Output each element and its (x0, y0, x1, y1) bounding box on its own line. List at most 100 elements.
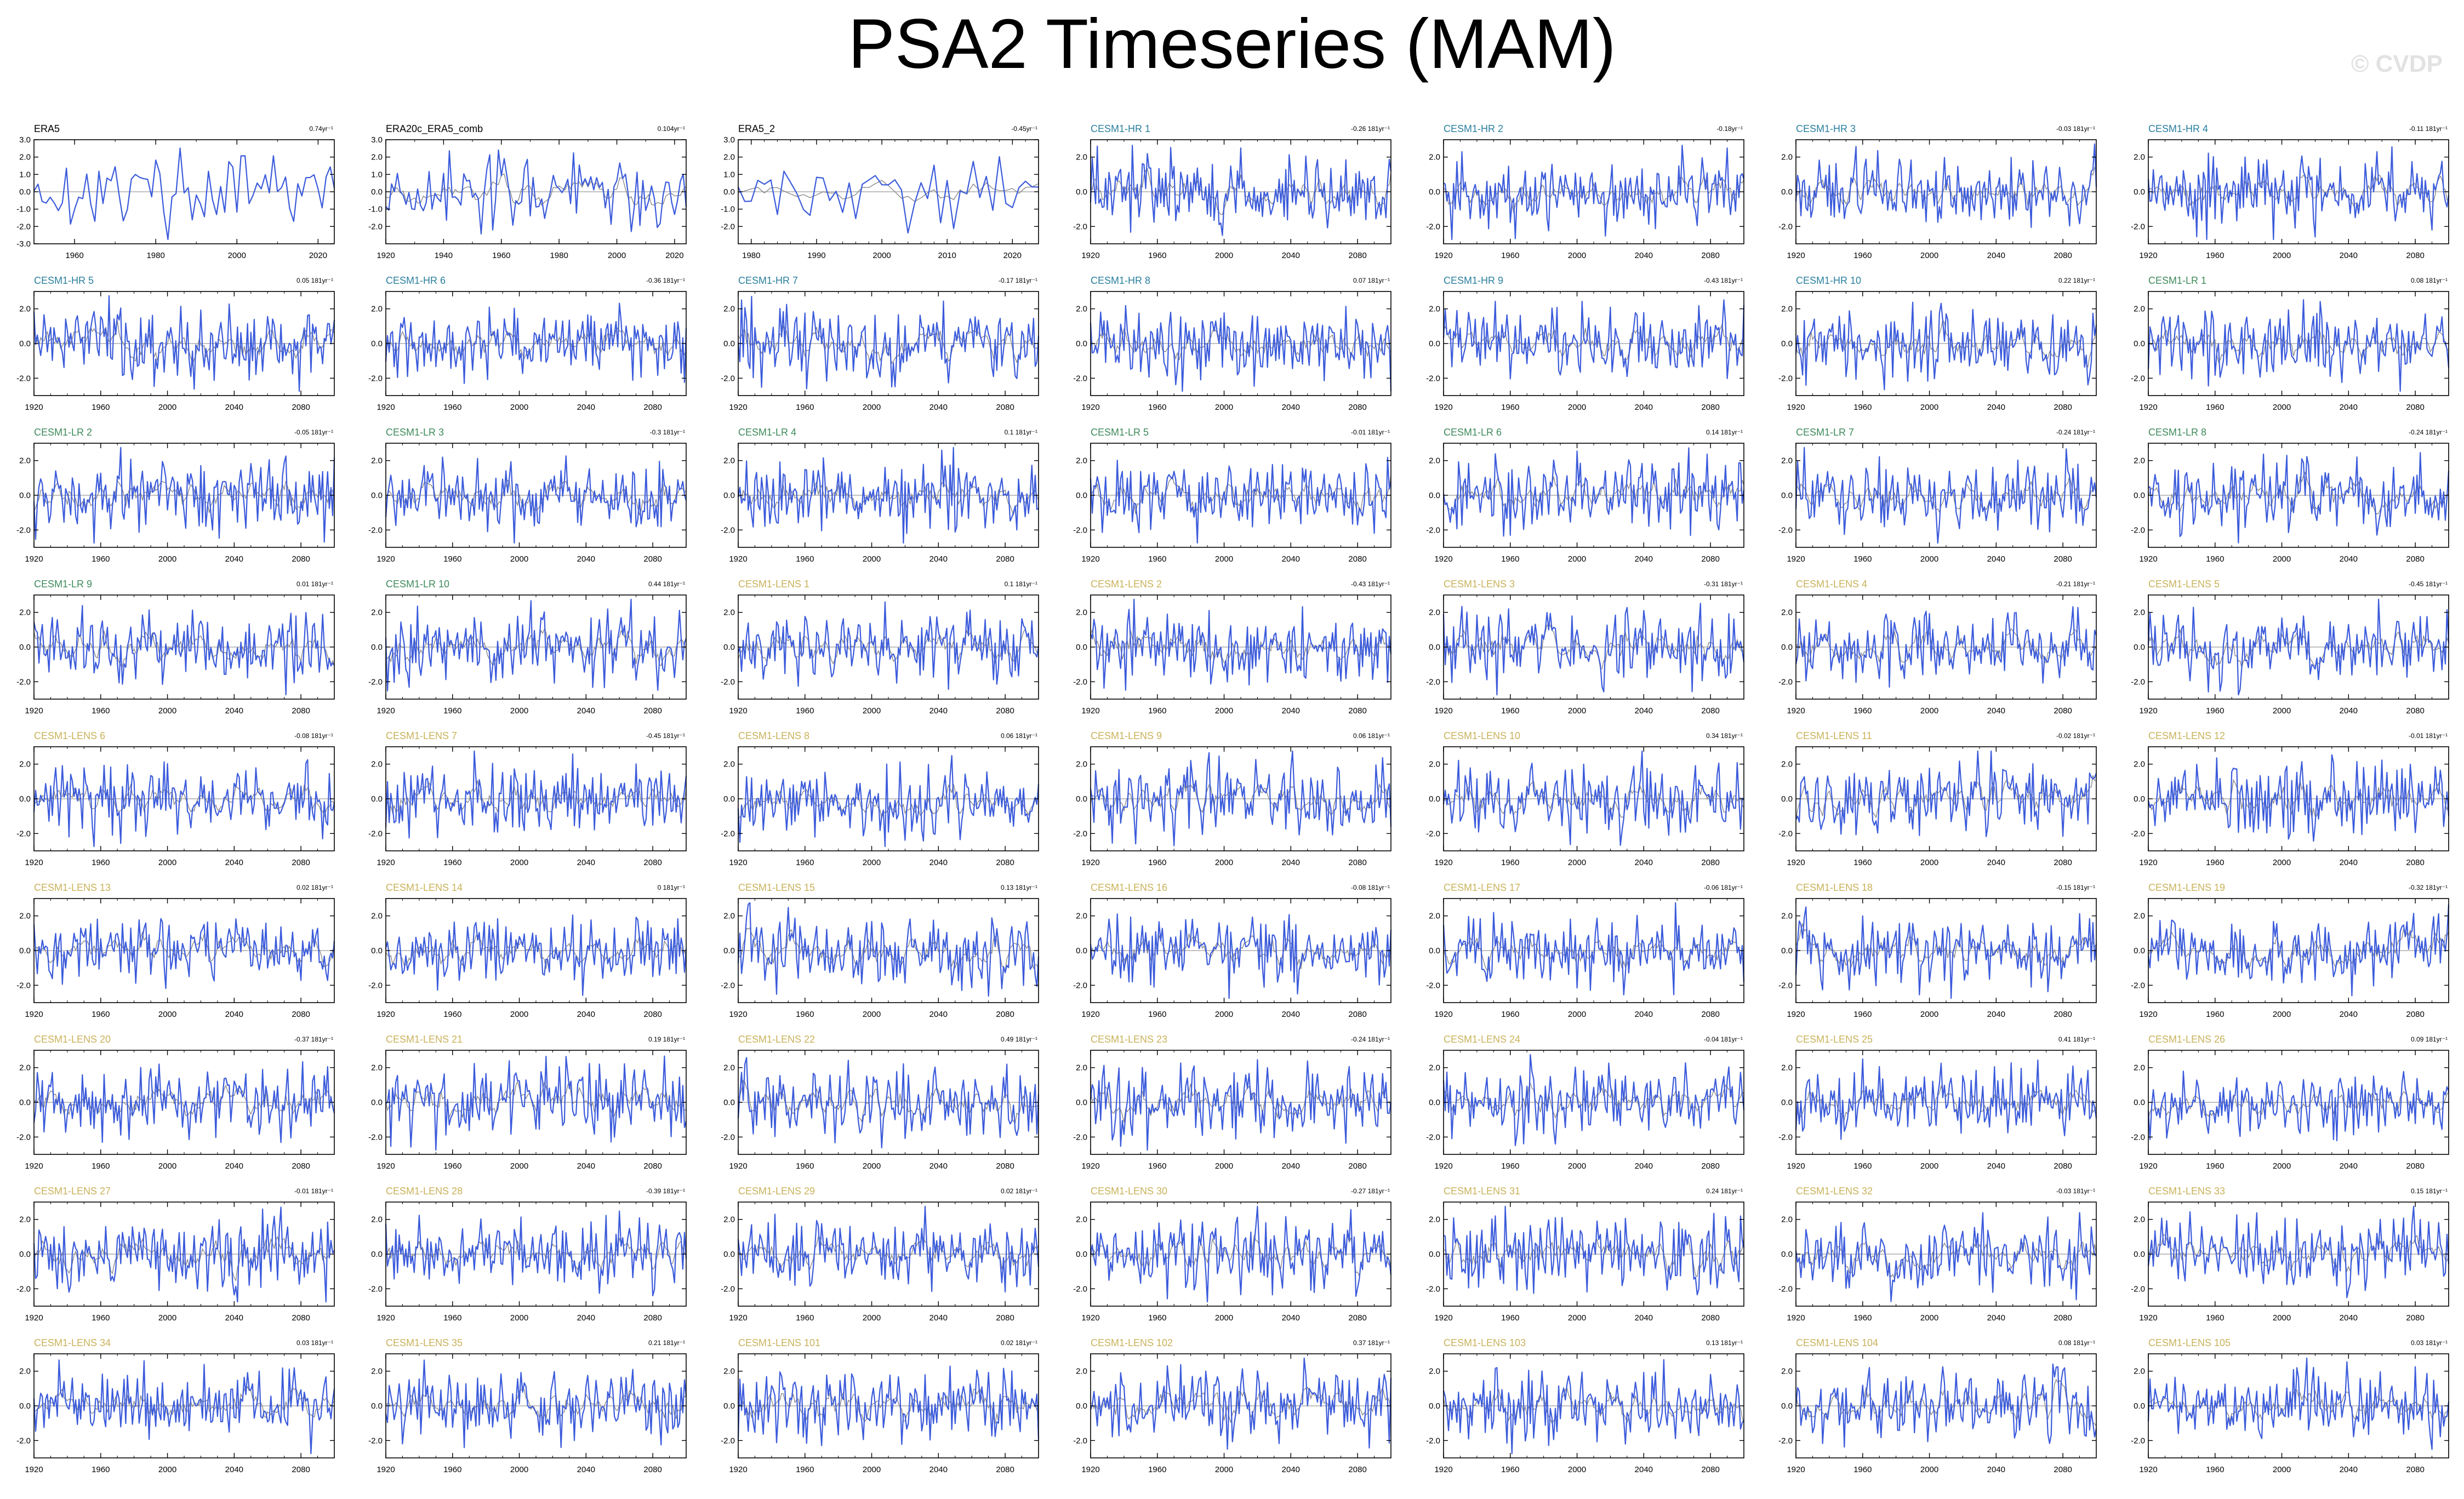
panel: CESM1-LENS 11 -0.02 181yr⁻¹ 2.0 0.0 -2.0 1920… (1778, 730, 2097, 867)
x-tick-label: 1920 (1787, 251, 1805, 260)
panel-title: CESM1-LENS 26 (2148, 1034, 2225, 1045)
running-mean-line (33, 479, 335, 513)
x-tick-label: 2080 (2406, 554, 2424, 564)
panel-trend: -0.03 181yr⁻¹ (2056, 1187, 2095, 1195)
panel-title: ERA5_2 (738, 123, 775, 135)
y-tick-label: -2.0 (16, 374, 31, 383)
x-tick-label: 2080 (643, 1465, 661, 1474)
panel: CESM1-LENS 31 0.24 181yr⁻¹ 2.0 0.0 -2.0 1920 1… (1426, 1186, 1745, 1323)
x-tick-label: 1960 (1148, 1162, 1166, 1171)
x-tick-label: 1920 (377, 706, 395, 716)
panel-trend: 0.74yr⁻¹ (309, 125, 333, 133)
y-tick-label: 2.0 (1429, 912, 1440, 921)
x-tick-label: 1960 (1501, 1313, 1519, 1323)
x-tick-label: 2040 (225, 554, 243, 564)
y-tick-label: 0.0 (1429, 339, 1440, 348)
x-tick-label: 1920 (729, 1465, 747, 1474)
panel-title: CESM1-LENS 103 (1444, 1337, 1526, 1348)
y-tick-label: 2.0 (2134, 608, 2145, 617)
panel-trend: 0.06 181yr⁻¹ (1001, 732, 1037, 740)
x-tick-label: 1920 (729, 1010, 747, 1019)
x-tick-label: 2040 (929, 1465, 948, 1474)
series-line (737, 755, 1040, 848)
x-tick-label: 2000 (1568, 706, 1586, 716)
x-tick-label: 1960 (1148, 251, 1166, 260)
x-tick-label: 2000 (1568, 1162, 1586, 1171)
x-tick-label: 2000 (1920, 858, 1938, 867)
panel-trend: 0.1 181yr⁻¹ (1005, 428, 1037, 436)
x-tick-label: 1980 (146, 251, 164, 260)
x-tick-label: 1920 (1081, 1162, 1099, 1171)
x-tick-label: 1920 (2139, 1313, 2157, 1323)
y-tick-label: -2.0 (2131, 525, 2145, 535)
running-mean-line (738, 1236, 1039, 1271)
y-tick-label: 0.0 (1781, 1401, 1793, 1411)
y-tick-label: 0.0 (2134, 1098, 2145, 1107)
y-tick-label: -2.0 (2131, 829, 2145, 838)
y-tick-label: -2.0 (721, 222, 735, 231)
panel-title: CESM1-LR 1 (2148, 275, 2206, 286)
x-tick-label: 1960 (796, 403, 814, 412)
series-line (737, 902, 1040, 997)
panel-trend: 0.41 181yr⁻¹ (2058, 1035, 2095, 1043)
x-tick-label: 2040 (1635, 858, 1653, 867)
y-tick-label: 2.0 (1781, 305, 1793, 314)
x-tick-label: 2080 (643, 1010, 661, 1019)
y-tick-label: -2.0 (368, 829, 383, 838)
x-tick-label: 1960 (796, 1162, 814, 1171)
x-tick-label: 1960 (1853, 706, 1872, 716)
series-line (385, 1359, 687, 1449)
x-tick-label: 2080 (2406, 706, 2424, 716)
panel-trend: 0.02 181yr⁻¹ (1001, 1339, 1037, 1347)
x-tick-label: 2080 (643, 858, 661, 867)
series-line (1795, 447, 2097, 544)
y-tick-label: 2.0 (371, 1367, 383, 1376)
y-tick-label: -2.0 (1073, 829, 1087, 838)
y-tick-label: 0.0 (723, 491, 735, 500)
panel-title: CESM1-LENS 13 (34, 882, 111, 893)
panel-trend: -0.11 181yr⁻¹ (2409, 125, 2448, 133)
panel-trend: 0.03 181yr⁻¹ (296, 1339, 333, 1347)
y-tick-label: 2.0 (19, 1063, 31, 1073)
x-tick-label: 1920 (25, 554, 43, 564)
running-mean-line (385, 1080, 687, 1118)
x-tick-label: 2000 (510, 858, 528, 867)
y-tick-label: -2.0 (721, 374, 735, 383)
panel-trend: -0.43 181yr⁻¹ (1351, 580, 1390, 588)
x-tick-label: 2040 (225, 1313, 243, 1323)
panel-title: CESM1-LENS 19 (2148, 882, 2225, 893)
x-tick-label: 1920 (729, 706, 747, 716)
x-tick-label: 2080 (643, 403, 661, 412)
panel-trend: 0.37 181yr⁻¹ (1353, 1339, 1390, 1347)
panel: CESM1-HR 10 0.22 181yr⁻¹ 2.0 0.0 -2.0 1920 196… (1778, 275, 2097, 412)
y-tick-label: 0.0 (1781, 339, 1793, 348)
panel-trend: 0.15 181yr⁻¹ (2411, 1187, 2448, 1195)
y-tick-label: 0.0 (2134, 946, 2145, 956)
y-tick-label: -2.0 (16, 1132, 31, 1142)
x-tick-label: 2000 (158, 1465, 176, 1474)
x-tick-label: 1960 (1501, 403, 1519, 412)
y-tick-label: 0.0 (1076, 1098, 1087, 1107)
x-tick-label: 1920 (1787, 403, 1805, 412)
y-tick-label: 0.0 (2134, 491, 2145, 500)
y-tick-label: 0.0 (371, 946, 383, 956)
y-tick-label: 0.0 (2134, 339, 2145, 348)
y-tick-label: -1.0 (16, 205, 31, 214)
x-tick-label: 2080 (2406, 1313, 2424, 1323)
panel-title: CESM1-LENS 33 (2148, 1186, 2225, 1197)
y-tick-label: 2.0 (19, 912, 31, 921)
x-tick-label: 1960 (443, 706, 461, 716)
x-tick-label: 2000 (158, 1313, 176, 1323)
x-tick-label: 2040 (1987, 554, 2005, 564)
panel: CESM1-LENS 3 -0.31 181yr⁻¹ 2.0 0.0 -2.0 1920 1… (1426, 579, 1745, 716)
y-tick-label: -2.0 (368, 525, 383, 535)
y-tick-label: 0.0 (723, 339, 735, 348)
panel: CESM1-LR 6 0.14 181yr⁻¹ 2.0 0.0 -2.0 1920 1960… (1426, 427, 1745, 564)
y-tick-label: -2.0 (16, 829, 31, 838)
panel-trend: -0.24 181yr⁻¹ (2056, 428, 2095, 436)
x-tick-label: 2000 (872, 251, 891, 260)
y-tick-label: 2.0 (1076, 1063, 1087, 1073)
x-tick-label: 2040 (929, 706, 948, 716)
panel: CESM1-HR 6 -0.36 181yr⁻¹ 2.0 0.0 -2.0 1920 196… (368, 275, 687, 412)
x-tick-label: 1960 (1853, 1010, 1872, 1019)
